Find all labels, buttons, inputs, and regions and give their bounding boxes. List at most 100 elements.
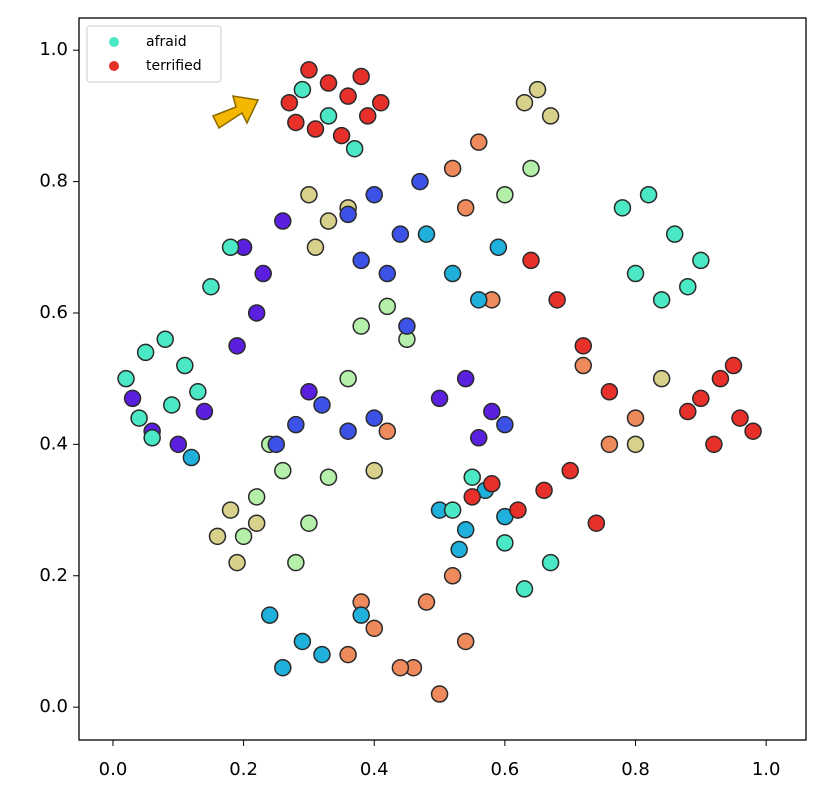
point: [600, 435, 619, 454]
point: [339, 205, 357, 224]
point: [274, 461, 292, 480]
point: [221, 238, 240, 257]
point: [300, 383, 318, 401]
point: [358, 107, 377, 125]
point: [587, 514, 606, 532]
point: [496, 534, 514, 552]
point: [228, 337, 246, 355]
point: [352, 67, 370, 86]
point: [352, 317, 370, 335]
point: [352, 251, 370, 270]
point: [679, 277, 697, 296]
point: [496, 415, 514, 434]
point: [228, 553, 246, 572]
point: [319, 74, 338, 92]
point: [287, 553, 305, 572]
point: [430, 389, 449, 408]
point: [267, 435, 286, 454]
point: [339, 369, 357, 388]
point: [450, 540, 468, 559]
y-tick-label: 0.6: [39, 302, 68, 323]
point: [652, 291, 671, 309]
x-tick-label: 0.6: [491, 759, 520, 780]
point: [365, 619, 383, 638]
point: [136, 343, 155, 362]
y-tick-label: 0.8: [39, 171, 68, 192]
point: [221, 501, 240, 519]
point: [169, 435, 188, 454]
point: [202, 277, 220, 296]
point: [443, 159, 462, 178]
point: [234, 527, 253, 546]
point: [332, 126, 351, 145]
point: [470, 133, 488, 151]
point: [117, 369, 135, 388]
point: [443, 501, 462, 519]
point: [319, 468, 338, 486]
point: [705, 435, 723, 454]
point: [339, 422, 357, 440]
point: [509, 501, 527, 519]
point: [280, 93, 299, 112]
point: [600, 383, 619, 401]
point: [365, 185, 383, 204]
point: [665, 225, 684, 243]
x-tick-label: 1.0: [752, 759, 781, 780]
point: [679, 402, 697, 421]
point: [398, 317, 416, 335]
point: [456, 632, 475, 651]
point: [574, 337, 593, 355]
legend-box: [86, 25, 222, 83]
point: [313, 645, 331, 664]
point: [692, 251, 710, 270]
point: [391, 225, 410, 243]
point: [470, 429, 488, 447]
point: [156, 330, 174, 349]
point: [489, 238, 508, 257]
point: [456, 369, 475, 388]
point: [287, 113, 305, 132]
point: [287, 415, 305, 434]
point: [528, 80, 547, 99]
point: [470, 291, 488, 309]
point: [391, 658, 410, 677]
legend-marker: [109, 37, 119, 47]
point: [143, 429, 161, 447]
points: [117, 61, 762, 703]
point: [306, 238, 325, 257]
point: [372, 93, 390, 112]
point: [365, 409, 383, 427]
point: [522, 251, 540, 270]
point: [293, 632, 312, 651]
point: [626, 435, 645, 454]
point: [692, 389, 710, 408]
point: [496, 185, 514, 204]
point: [483, 402, 501, 421]
point: [744, 422, 762, 440]
legend-label: afraid: [146, 34, 187, 50]
point: [274, 658, 292, 677]
point: [613, 199, 632, 217]
x-tick-label: 0.0: [99, 759, 128, 780]
point: [535, 481, 553, 500]
point: [626, 409, 645, 427]
point: [443, 567, 462, 585]
axes-frame: [78, 17, 807, 741]
point: [541, 107, 560, 125]
legend-label: terrified: [146, 58, 202, 74]
point: [300, 185, 318, 204]
arrow: [211, 95, 260, 130]
point: [247, 514, 266, 532]
point: [247, 304, 266, 322]
x-tick-label: 0.2: [229, 759, 258, 780]
point: [274, 212, 292, 230]
point: [313, 396, 331, 414]
point: [254, 264, 272, 283]
point: [731, 409, 749, 427]
point: [411, 172, 429, 191]
point: [306, 120, 325, 138]
point: [300, 514, 318, 532]
point: [123, 389, 142, 408]
